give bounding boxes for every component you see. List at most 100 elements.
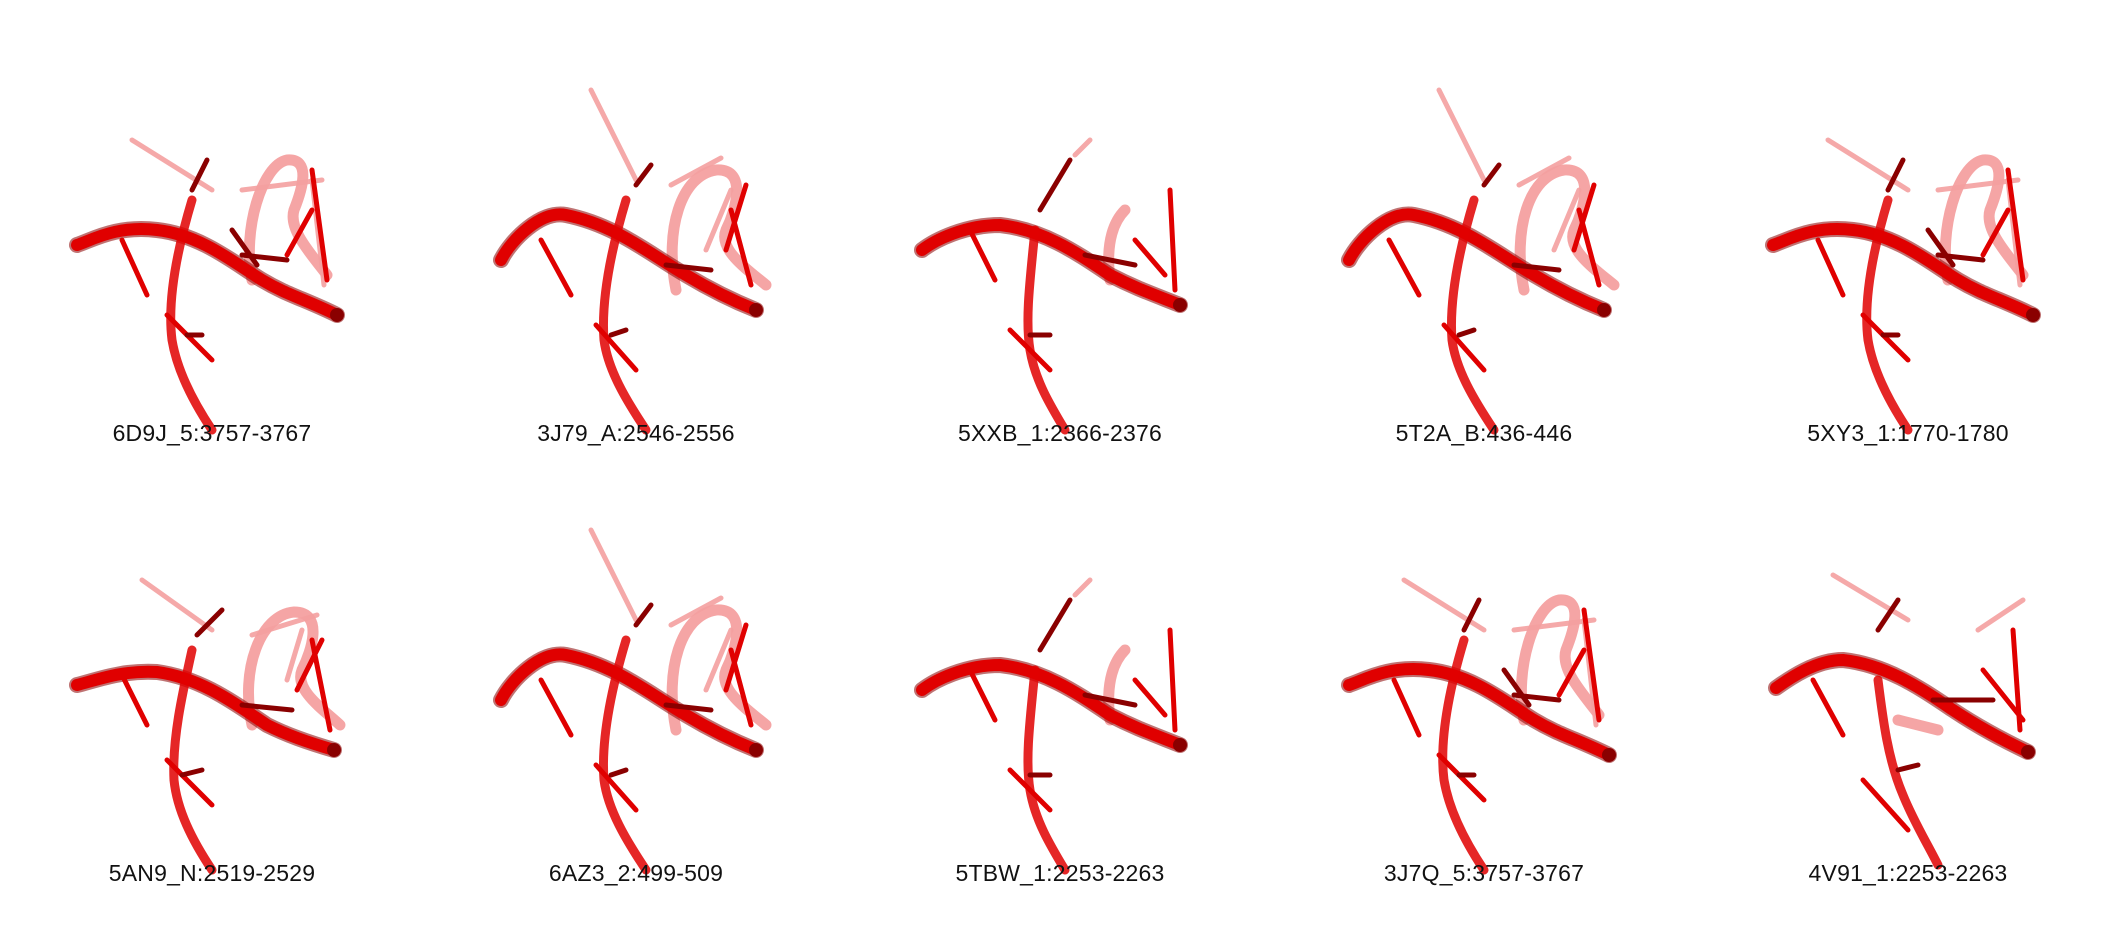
base-stick — [1386, 237, 1422, 298]
structure-label: 5XXB_1:2366-2376 — [958, 420, 1162, 446]
base-stick — [2005, 167, 2026, 283]
base-stick — [249, 612, 320, 638]
base-stick — [1551, 187, 1582, 253]
hairpin-loop — [666, 164, 772, 296]
descending-strand — [1873, 675, 1943, 870]
hairpin-loop — [1892, 714, 1944, 736]
base-stick — [1037, 157, 1073, 213]
base-stick — [119, 237, 150, 298]
structure-panel — [848, 30, 1272, 470]
structure-panel — [1272, 470, 1696, 910]
base-stick — [668, 155, 724, 188]
base-stick — [663, 262, 714, 273]
backbone-strand — [495, 648, 762, 756]
base-stick — [1581, 607, 1602, 723]
base-stick — [1401, 577, 1487, 633]
base-stick — [129, 137, 215, 193]
strand-end-cap — [1173, 738, 1187, 752]
base-stick — [1815, 237, 1846, 298]
base-stick — [593, 762, 639, 813]
structure-panel — [0, 30, 424, 470]
base-stick — [1082, 692, 1138, 708]
base-stick — [1925, 227, 1956, 268]
backbone-strand — [1770, 654, 2034, 758]
structure-label: 5TBW_1:2253-2263 — [955, 860, 1165, 886]
descending-strand — [599, 195, 651, 435]
strand-end-cap — [330, 308, 344, 322]
base-stick — [294, 637, 325, 693]
strand-end-cap — [327, 743, 341, 757]
strand-end-cap — [2026, 308, 2040, 322]
base-stick — [229, 227, 260, 268]
structure-label: 5AN9_N:2519-2529 — [108, 860, 316, 886]
base-stick — [239, 702, 295, 713]
structure-label: 5XY3_1:1770-1780 — [1807, 420, 2009, 446]
backbone-strand — [495, 208, 762, 316]
hairpin-loop — [1939, 154, 2029, 286]
backbone-strand — [71, 665, 340, 756]
base-stick — [284, 207, 315, 258]
structure-panel — [1696, 470, 2120, 910]
base-stick — [1501, 667, 1532, 708]
base-stick — [1072, 137, 1093, 158]
hairpin-loop — [1514, 164, 1620, 296]
rna-3d-structure — [493, 527, 772, 875]
base-stick — [1511, 617, 1597, 633]
structure-panel — [1696, 30, 2120, 470]
backbone-strand — [71, 223, 343, 321]
base-stick — [1556, 647, 1587, 698]
descending-strand — [169, 645, 217, 875]
base-stick — [1082, 252, 1138, 268]
hairpin-loop — [243, 606, 346, 731]
base-stick — [1167, 627, 1178, 733]
base-stick — [189, 157, 210, 193]
rna-3d-structure — [1341, 577, 1617, 875]
base-stick — [538, 677, 574, 738]
base-stick — [1875, 597, 1901, 633]
base-stick — [309, 167, 330, 283]
base-stick — [1980, 667, 2026, 723]
structure-panel — [424, 470, 848, 910]
base-stick — [1810, 677, 1846, 738]
base-stick — [1461, 597, 1482, 633]
base-stick — [1167, 187, 1178, 293]
base-stick — [139, 577, 215, 633]
backbone-strand — [1343, 663, 1615, 761]
rna-3d-structure — [1341, 87, 1620, 435]
base-stick — [1037, 597, 1073, 653]
base-stick — [608, 327, 629, 338]
base-stick — [194, 607, 225, 638]
structure-panel — [1272, 30, 1696, 470]
structure-label: 4V91_1:2253-2263 — [1808, 860, 2008, 886]
base-stick — [1860, 777, 1911, 833]
base-stick — [967, 667, 998, 723]
base-stick — [703, 187, 734, 253]
strand-end-cap — [1173, 298, 1187, 312]
strand-end-cap — [2021, 745, 2035, 759]
descending-strand — [1023, 665, 1070, 875]
strand-end-cap — [749, 303, 763, 317]
base-stick — [668, 595, 724, 628]
base-stick — [1007, 767, 1053, 813]
structure-panel — [424, 30, 848, 470]
base-stick — [1456, 327, 1477, 338]
base-stick — [663, 702, 714, 713]
base-stick — [179, 767, 205, 778]
rna-3d-structure — [914, 577, 1188, 875]
structure-label: 6D9J_5:3757-3767 — [112, 420, 312, 446]
descending-strand — [1862, 195, 1913, 435]
descending-strand — [1023, 225, 1070, 435]
structure-panel — [0, 470, 424, 910]
base-stick — [164, 757, 215, 808]
base-stick — [1825, 137, 1911, 193]
base-stick — [593, 322, 639, 373]
structure-panel — [848, 470, 1272, 910]
rna-3d-structure — [1768, 572, 2036, 870]
base-stick — [633, 602, 654, 628]
descending-strand — [1447, 195, 1499, 435]
descending-strand — [1438, 635, 1489, 875]
base-stick — [1516, 155, 1572, 188]
structure-label: 6AZ3_2:499-509 — [548, 860, 724, 886]
base-stick — [538, 237, 574, 298]
